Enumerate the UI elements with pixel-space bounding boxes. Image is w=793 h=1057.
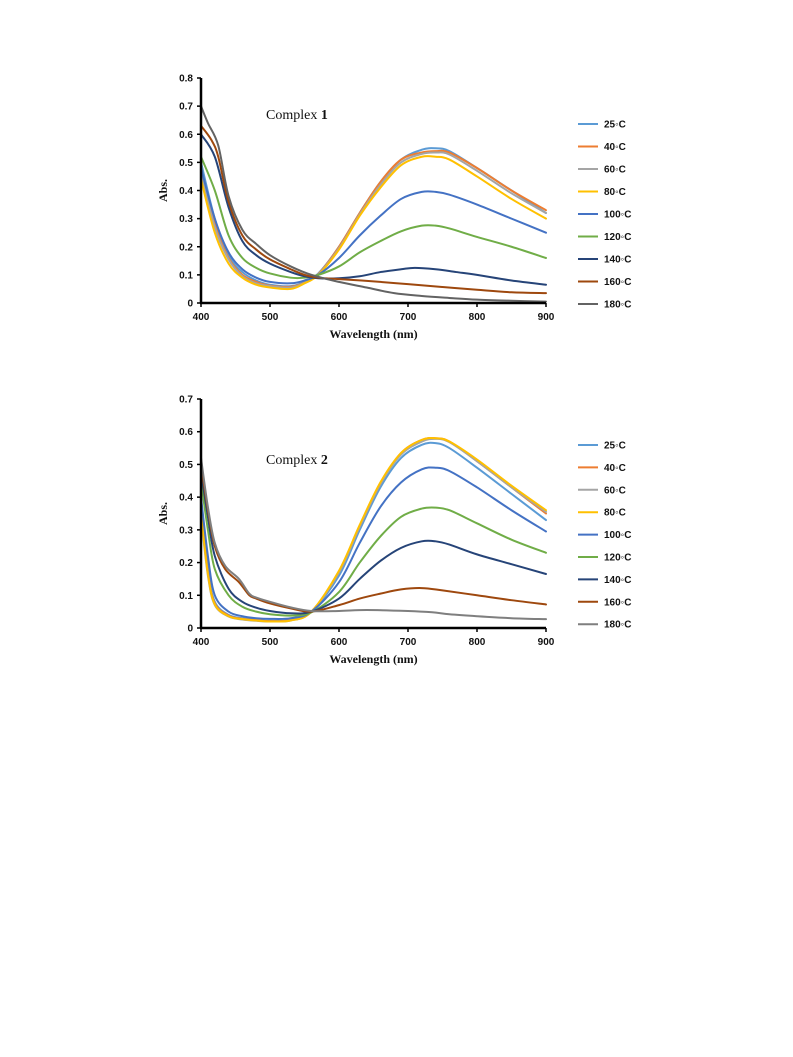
y-tick-label: 0.5 (179, 158, 193, 169)
series-line-6 (200, 479, 547, 617)
y-tick-label: 0.1 (179, 270, 193, 281)
legend-label: 40◦C (604, 463, 626, 474)
series-line-5 (200, 167, 547, 285)
y-tick-label: 0.5 (179, 460, 193, 471)
x-tick-label: 900 (538, 637, 555, 648)
series-group (200, 105, 547, 303)
series-line-7 (200, 133, 547, 286)
y-tick-label: 0.6 (179, 130, 193, 141)
legend-label: 180◦C (604, 620, 631, 631)
series-line-9 (200, 105, 547, 303)
series-line-3 (200, 151, 547, 289)
x-tick-label: 600 (331, 312, 348, 323)
legend-label: 80◦C (604, 508, 626, 519)
legend-label: 120◦C (604, 553, 631, 564)
x-tick-label: 400 (193, 312, 210, 323)
y-tick-label: 0.1 (179, 591, 193, 602)
legend-label: 180◦C (604, 300, 631, 311)
chart-complex-2: 0 0.1 0.2 0.3 0.4 0.5 0.6 0.7 400 500 600 700 800 900… (156, 395, 631, 667)
legend: 25◦C 40◦C 60◦C 80◦C 100◦C 120◦C 140◦C 160◦C 180◦… (578, 441, 631, 631)
legend-label: 60◦C (604, 485, 626, 496)
series-line-9 (200, 456, 547, 621)
legend-label: 60◦C (604, 165, 626, 176)
y-axis-title: Abs. (156, 502, 170, 525)
x-tick-label: 800 (469, 312, 486, 323)
legend-label: 160◦C (604, 277, 631, 288)
series-line-5 (200, 466, 547, 620)
series-line-8 (200, 124, 547, 295)
x-tick-label: 500 (262, 312, 279, 323)
chart-complex-1: 0 0.1 0.2 0.3 0.4 0.5 0.6 0.7 0.8 400 500 600 700 800… (156, 74, 631, 342)
legend-label: 120◦C (604, 232, 631, 243)
y-tick-label: 0.8 (179, 74, 193, 85)
legend-label: 25◦C (604, 120, 626, 131)
series-line-4 (200, 437, 547, 623)
series-line-8 (200, 463, 547, 613)
legend-label: 100◦C (604, 530, 631, 541)
legend-label: 25◦C (604, 441, 626, 452)
legend: 25◦C 40◦C 60◦C 80◦C 100◦C 120◦C 140◦C 160◦C 180◦… (578, 120, 631, 311)
y-tick-label: 0.3 (179, 214, 193, 225)
x-tick-label: 700 (400, 312, 417, 323)
legend-label: 100◦C (604, 210, 631, 221)
x-tick-label: 600 (331, 637, 348, 648)
chart-annotation: Complex 1 (266, 108, 328, 123)
x-tick-label: 500 (262, 637, 279, 648)
series-line-7 (200, 469, 547, 615)
y-tick-label: 0 (187, 299, 193, 310)
series-line-4 (200, 155, 547, 291)
y-tick-label: 0 (187, 624, 193, 635)
series-line-6 (200, 155, 547, 280)
y-tick-label: 0.3 (179, 525, 193, 536)
y-tick-label: 0.4 (179, 186, 193, 197)
legend-label: 80◦C (604, 187, 626, 198)
x-axis-title: Wavelength (nm) (329, 327, 417, 341)
legend-label: 140◦C (604, 575, 631, 586)
y-tick-label: 0.2 (179, 558, 193, 569)
y-tick-label: 0.7 (179, 102, 193, 113)
x-tick-label: 700 (400, 637, 417, 648)
y-tick-label: 0.7 (179, 395, 193, 406)
legend-label: 160◦C (604, 597, 631, 608)
series-line-2 (200, 437, 547, 623)
legend-label: 40◦C (604, 142, 626, 153)
x-axis-title: Wavelength (nm) (329, 652, 417, 666)
x-tick-label: 800 (469, 637, 486, 648)
y-axis-title: Abs. (156, 179, 170, 202)
y-tick-label: 0.6 (179, 427, 193, 438)
series-group (200, 437, 547, 623)
x-tick-label: 400 (193, 637, 210, 648)
y-tick-label: 0.4 (179, 493, 193, 504)
x-tick-label: 900 (538, 312, 555, 323)
y-tick-label: 0.2 (179, 242, 193, 253)
chart-annotation: Complex 2 (266, 453, 328, 468)
legend-label: 140◦C (604, 255, 631, 266)
